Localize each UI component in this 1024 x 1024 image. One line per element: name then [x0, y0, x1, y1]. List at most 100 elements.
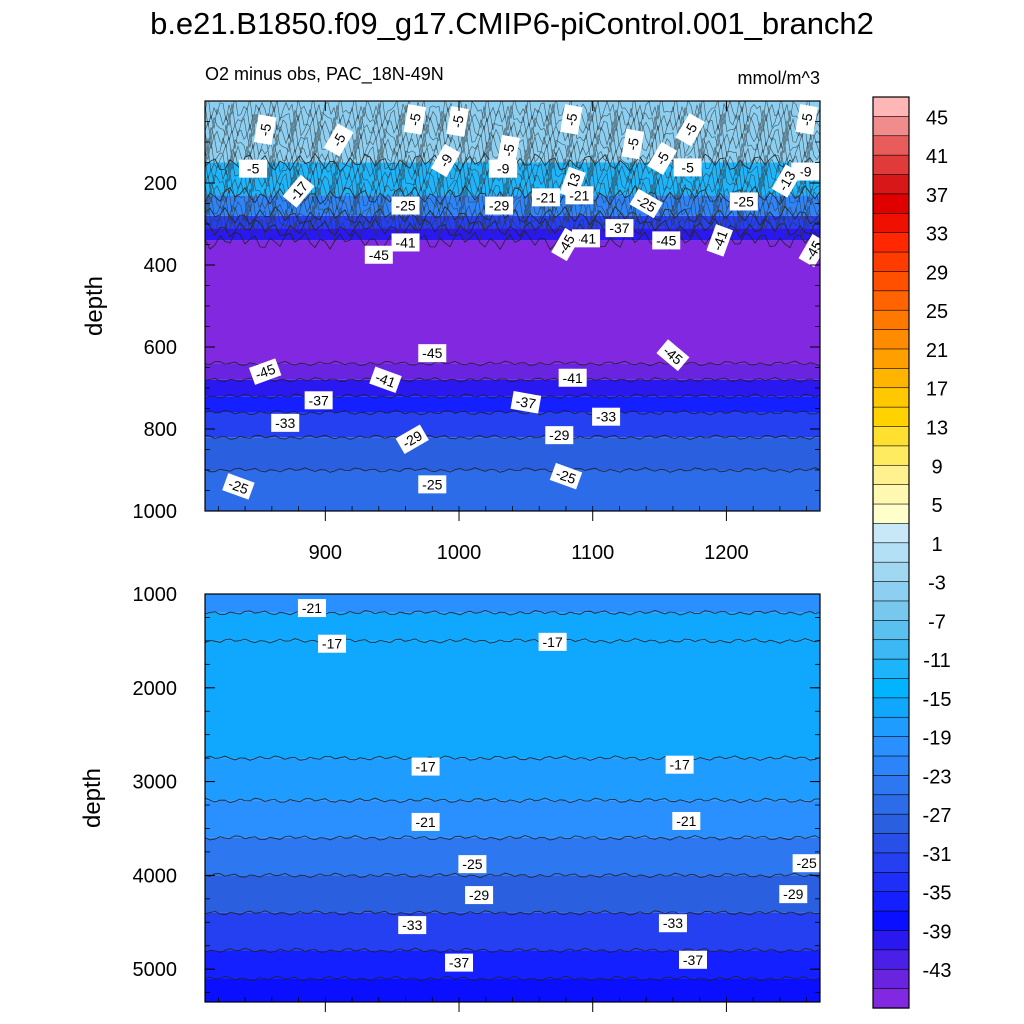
contour-line: [205, 434, 820, 441]
x-tick-label: 1100: [571, 542, 614, 564]
contour-label-box: [465, 886, 494, 905]
contour-label-text: -21: [302, 600, 322, 616]
contour-line: [205, 947, 820, 954]
contour-label-text: -25: [797, 855, 817, 871]
contour-band: [205, 758, 820, 801]
contour-label-box: [497, 134, 520, 166]
contour-label: -5: [675, 113, 706, 147]
contour-label: -25: [222, 473, 255, 500]
contour-label-text: -45: [656, 232, 676, 248]
contour-band: [205, 437, 820, 470]
contour-label-text: -25: [395, 198, 415, 214]
colorbar-label: 25: [926, 301, 948, 323]
contour-label: -17: [318, 634, 347, 653]
contour-label: -33: [592, 407, 621, 426]
colorbar-swatch: [872, 988, 910, 1009]
contour-label: -5: [446, 106, 469, 137]
contour-line: [205, 755, 820, 761]
contour-label-text: -5: [247, 161, 260, 177]
y-tick-label: 3000: [133, 772, 178, 794]
contour-label: -17: [411, 757, 440, 776]
contour-label-box: [551, 227, 581, 262]
contour-label: -29: [485, 196, 514, 215]
contour-line: [205, 835, 820, 841]
y-axis-title: depth: [81, 276, 108, 336]
y-tick-label: 1000: [133, 584, 178, 606]
contour-label-box: [391, 233, 420, 252]
contour-label-box: [545, 426, 574, 445]
contour-label-text: -29: [489, 198, 509, 214]
filled-contours: -21 -17 -17 -17 -17 -21 -21 -25 -25 -29 -29 -33 -33 -…: [205, 594, 820, 1002]
contour-label-box: [658, 914, 687, 933]
contour-label-box: [706, 224, 733, 257]
colorbar-swatch: [872, 678, 910, 699]
contour-label-text: -21: [676, 813, 696, 829]
colorbar-swatch: [872, 523, 910, 544]
contour-label: -33: [271, 413, 300, 432]
contour-label-text: -33: [402, 917, 422, 933]
colorbar-swatch: [872, 193, 910, 214]
contour-label: -45: [364, 245, 393, 264]
colorbar-swatch: [872, 503, 910, 525]
contour-label: -25: [391, 196, 420, 215]
colorbar-label: -15: [923, 689, 952, 711]
colorbar-swatch: [872, 348, 910, 369]
contour-label-text: -5: [562, 112, 580, 127]
y-tick-label: 4000: [133, 865, 178, 887]
colorbar-swatch: [872, 154, 910, 176]
contour-label-box: [391, 196, 420, 215]
colorbar-swatch: [872, 833, 910, 854]
contour-label: -37: [678, 950, 707, 969]
contour-label: -25: [792, 854, 820, 873]
contour-line: [205, 103, 820, 134]
contour-label-box: [364, 245, 393, 264]
colorbar-label: -39: [923, 921, 952, 943]
colorbar-swatch: [872, 174, 910, 195]
contour-label-box: [621, 128, 645, 160]
contour-label-text: -5: [500, 142, 518, 157]
contour-label-text: -17: [670, 757, 690, 773]
contour-label-text: -45: [422, 345, 442, 361]
contour-label: -9: [489, 159, 518, 178]
contour-line: [205, 112, 820, 143]
colorbar-label: -7: [928, 611, 946, 633]
colorbar-swatch: [872, 658, 910, 680]
contour-label-box: [304, 391, 333, 410]
colorbar-label: 33: [926, 224, 948, 246]
colorbar-label: 29: [926, 262, 948, 284]
contour-label-box: [458, 855, 487, 874]
colorbar-swatch: [872, 852, 910, 873]
contour-label-text: -5: [798, 112, 816, 127]
contour-label: -25: [549, 462, 583, 490]
contour-label: -21: [411, 812, 440, 831]
contour-label-box: [318, 634, 347, 653]
contour-label-box: [678, 950, 707, 969]
contour-label: -5: [795, 104, 818, 135]
contour-line: [205, 467, 820, 473]
contour-line: [205, 975, 820, 982]
colorbar-swatch: [872, 368, 910, 389]
colorbar-swatch: [872, 639, 910, 660]
contour-line: [205, 638, 820, 644]
contour-label-box: [446, 106, 469, 137]
colorbar: 45 41 37 33 29 25 21 17 13 9 5 1 -3 -7 -11 -15 -19 -23 -27…: [872, 96, 952, 1009]
contour-line: [205, 797, 820, 804]
colorbar-swatch: [872, 96, 910, 117]
colorbar-label: -43: [923, 960, 952, 982]
contour-label-box: [795, 104, 818, 135]
contour-label: -29: [779, 885, 808, 904]
contour-label: -29: [465, 886, 494, 905]
contour-label-box: [549, 462, 583, 490]
y-tick-label: 5000: [133, 959, 178, 981]
colorbar-swatch: [872, 813, 910, 835]
contour-label-text: -21: [569, 187, 589, 203]
contour-label-box: [485, 196, 514, 215]
contour-label-text: -45: [369, 247, 389, 263]
colorbar-label: 13: [926, 418, 948, 440]
contour-label-text: -45: [253, 361, 278, 383]
contour-label: -41: [558, 368, 587, 387]
colorbar-swatch: [872, 930, 910, 951]
contour-line: [205, 376, 820, 383]
contour-label: -25: [418, 475, 447, 494]
